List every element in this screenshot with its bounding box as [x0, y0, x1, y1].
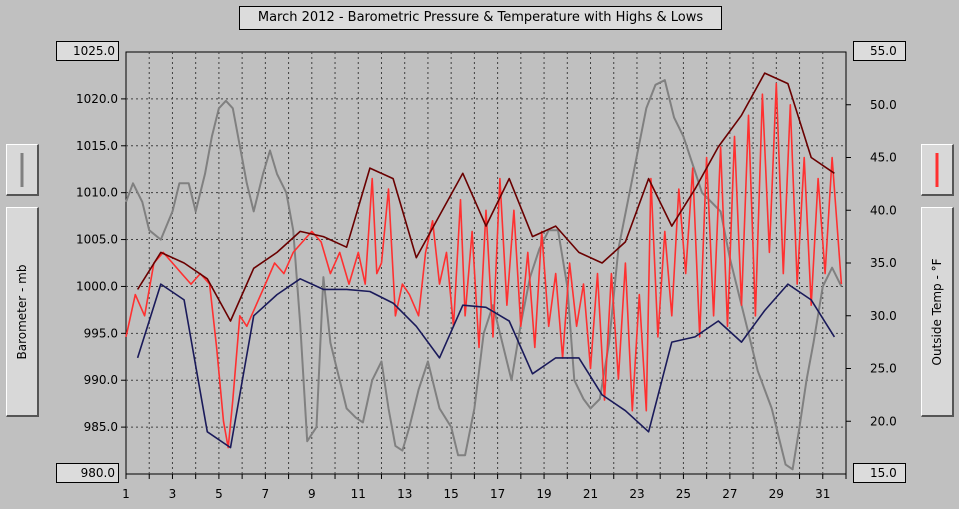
- right-tick-label: 45.0: [870, 151, 897, 165]
- x-tick-label: 27: [722, 487, 737, 501]
- right-tick-label: 25.0: [870, 362, 897, 376]
- temperature-line: [125, 82, 843, 449]
- left-axis-top-value: 1025.0: [56, 41, 119, 61]
- x-tick-label: 29: [769, 487, 784, 501]
- barometer-legend-swatch: [6, 144, 39, 196]
- left-tick-label: 995.0: [84, 326, 118, 340]
- x-tick-label: 21: [583, 487, 598, 501]
- right-tick-label: 40.0: [870, 203, 897, 217]
- left-tick-label: 1020.0: [76, 92, 118, 106]
- x-tick-label: 1: [122, 487, 130, 501]
- right-axis-top-value: 55.0: [853, 41, 906, 61]
- x-tick-label: 31: [815, 487, 830, 501]
- x-tick-label: 17: [490, 487, 505, 501]
- x-tick-label: 23: [629, 487, 644, 501]
- right-axis-bottom-value: 15.0: [853, 463, 906, 483]
- right-tick-label: 35.0: [870, 256, 897, 270]
- x-tick-label: 25: [676, 487, 691, 501]
- barometer-axis-label-box: Barometer - mb: [6, 207, 39, 417]
- left-tick-label: 1005.0: [76, 233, 118, 247]
- chart-title: March 2012 - Barometric Pressure & Tempe…: [239, 6, 722, 30]
- lows-line: [136, 277, 836, 449]
- axis-ticks: 985.0 990.0 995.0 1000.0 1005.0 1010.0 1015.0 1…: [76, 92, 897, 501]
- x-tick-label: 13: [397, 487, 412, 501]
- x-tick-label: 19: [536, 487, 551, 501]
- left-tick-label: 1015.0: [76, 139, 118, 153]
- left-axis-bottom-value: 980.0: [56, 463, 119, 483]
- x-tick-label: 9: [308, 487, 316, 501]
- temperature-legend-swatch: [921, 144, 954, 196]
- barometer-swatch-icon: [20, 153, 24, 187]
- series-layer: [125, 72, 843, 471]
- left-tick-label: 1010.0: [76, 186, 118, 200]
- barometer-line: [125, 79, 843, 471]
- left-tick-label: 1000.0: [76, 279, 118, 293]
- x-tick-label: 11: [351, 487, 366, 501]
- temperature-axis-label-box: Outside Temp - °F: [921, 207, 954, 417]
- x-tick-label: 7: [262, 487, 270, 501]
- highs-line: [136, 72, 835, 322]
- left-tick-label: 990.0: [84, 373, 118, 387]
- x-tick-label: 5: [215, 487, 223, 501]
- left-tick-label: 985.0: [84, 420, 118, 434]
- x-tick-label: 15: [444, 487, 459, 501]
- right-tick-label: 50.0: [870, 98, 897, 112]
- x-tick-label: 3: [169, 487, 177, 501]
- right-tick-label: 30.0: [870, 309, 897, 323]
- right-tick-label: 20.0: [870, 414, 897, 428]
- temperature-swatch-icon: [935, 153, 939, 187]
